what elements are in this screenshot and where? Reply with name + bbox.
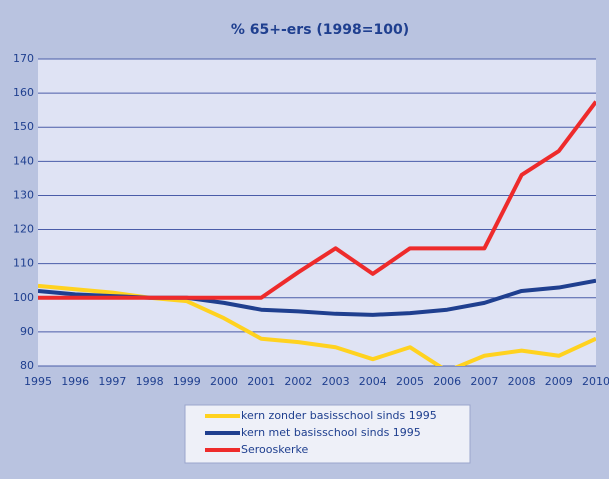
x-tick-label: 1999	[173, 375, 201, 388]
y-tick-label: 80	[20, 359, 34, 372]
chart-title: % 65+-ers (1998=100)	[231, 22, 409, 38]
x-tick-label: 1996	[61, 375, 89, 388]
x-tick-label: 2002	[284, 375, 312, 388]
x-tick-label: 2009	[545, 375, 573, 388]
y-tick-label: 90	[20, 325, 34, 338]
y-tick-label: 100	[13, 291, 34, 304]
y-tick-label: 160	[13, 86, 34, 99]
x-tick-label: 2010	[582, 375, 609, 388]
x-tick-label: 2000	[210, 375, 238, 388]
plot-area	[38, 59, 596, 366]
legend-label: kern zonder basisschool sinds 1995	[241, 409, 437, 422]
legend-label: kern met basisschool sinds 1995	[241, 426, 421, 439]
x-tick-label: 2003	[322, 375, 350, 388]
y-tick-label: 130	[13, 188, 34, 201]
y-tick-label: 150	[13, 120, 34, 133]
y-tick-label: 110	[13, 257, 34, 270]
legend-label: Serooskerke	[241, 443, 308, 456]
x-tick-label: 1998	[136, 375, 164, 388]
x-tick-label: 1995	[24, 375, 52, 388]
y-tick-label: 140	[13, 154, 34, 167]
x-tick-label: 1997	[98, 375, 126, 388]
y-tick-label: 120	[13, 223, 34, 236]
x-tick-label: 2001	[247, 375, 275, 388]
series-line	[38, 100, 596, 300]
x-tick-label: 2007	[470, 375, 498, 388]
x-tick-label: 2008	[508, 375, 536, 388]
x-tick-label: 2006	[433, 375, 461, 388]
x-tick-label: 2004	[359, 375, 387, 388]
y-tick-label: 170	[13, 52, 34, 65]
x-tick-label: 2005	[396, 375, 424, 388]
